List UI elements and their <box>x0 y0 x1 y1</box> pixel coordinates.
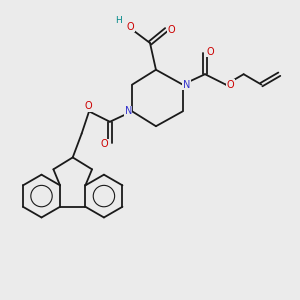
Text: O: O <box>168 25 176 34</box>
Text: N: N <box>183 80 190 90</box>
Text: O: O <box>85 101 92 111</box>
Text: O: O <box>206 47 214 57</box>
Text: O: O <box>226 80 234 90</box>
Text: O: O <box>127 22 134 32</box>
Text: O: O <box>101 139 108 149</box>
Text: H: H <box>116 16 122 25</box>
Text: N: N <box>124 106 132 116</box>
